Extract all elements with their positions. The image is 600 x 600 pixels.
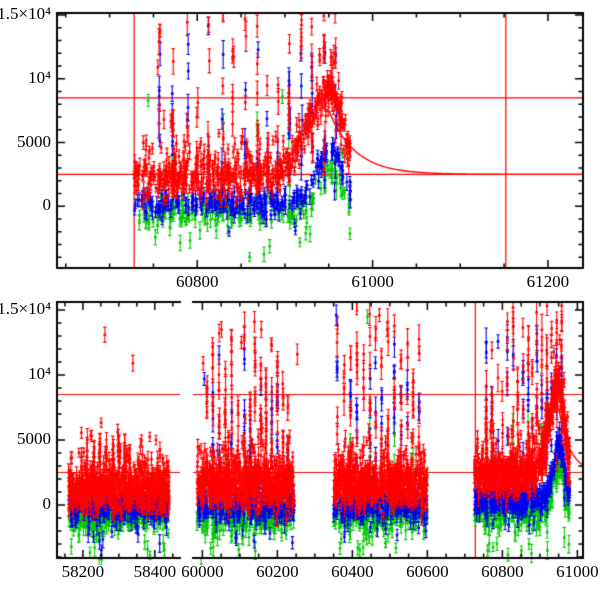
light-curve-figure: 60800 61000 61200 0 5000 10⁴ 1.5×10⁴ 58200 58400… — [0, 0, 600, 600]
plot-canvas — [0, 0, 600, 600]
